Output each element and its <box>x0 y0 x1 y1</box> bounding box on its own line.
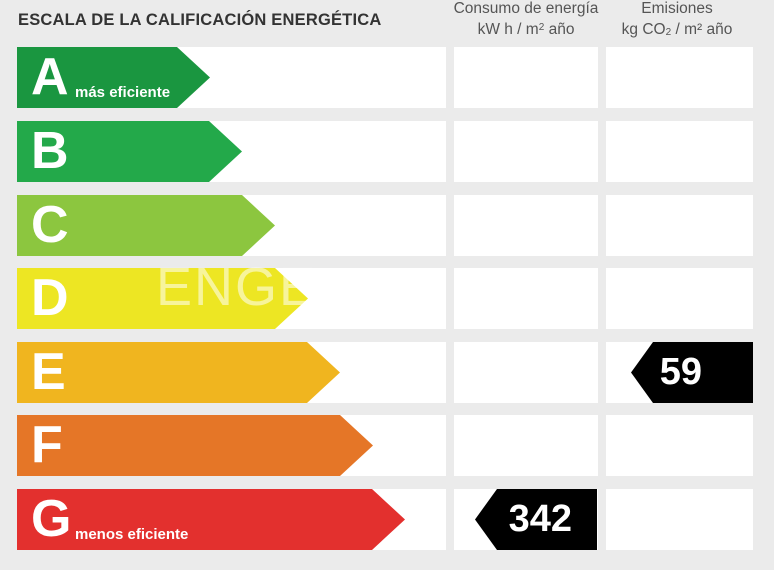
emissions-column-header: Emisiones kg CO2 / m² año <box>604 0 750 40</box>
rating-row-c: C <box>0 195 774 256</box>
emissions-cell <box>606 47 753 108</box>
rating-letter: B <box>31 122 69 180</box>
rating-letter: G <box>31 490 72 548</box>
consumption-header-label: Consumo de energía <box>453 0 599 17</box>
rating-letter: C <box>31 196 69 254</box>
consumption-cell <box>454 121 598 182</box>
rating-arrow-c: C <box>17 195 275 256</box>
consumption-value-marker: 342 <box>475 489 597 550</box>
consumption-cell <box>454 415 598 476</box>
consumption-header-unit: kW h / m2 año <box>477 21 575 38</box>
emissions-value-marker: 59 <box>631 342 753 403</box>
rating-arrow-d: D <box>17 268 308 329</box>
consumption-cell <box>454 47 598 108</box>
rating-letter: A <box>31 48 69 106</box>
rating-row-d: D <box>0 268 774 329</box>
rating-letter: D <box>31 269 69 327</box>
scale-title: ESCALA DE LA CALIFICACIÓN ENERGÉTICA <box>18 11 382 29</box>
rating-sublabel: más eficiente <box>75 84 171 101</box>
rating-sublabel: menos eficiente <box>75 526 189 543</box>
consumption-cell <box>454 195 598 256</box>
emissions-cell <box>606 415 753 476</box>
watermark: ENGE <box>156 257 318 317</box>
emissions-cell <box>606 268 753 329</box>
emissions-header-unit: kg CO2 / m² año <box>621 21 733 38</box>
rating-letter: F <box>31 416 63 474</box>
emissions-header-label: Emisiones <box>641 0 713 17</box>
emissions-cell <box>606 195 753 256</box>
consumption-cell <box>454 268 598 329</box>
consumption-column-header: Consumo de energía kW h / m2 año <box>448 0 604 40</box>
rating-arrow-b: B <box>17 121 242 182</box>
rating-letter: E <box>31 343 66 401</box>
rating-arrow-f: F <box>17 415 373 476</box>
emissions-cell <box>606 489 753 550</box>
emissions-cell <box>606 121 753 182</box>
rating-arrow-e: E <box>17 342 340 403</box>
consumption-cell <box>454 342 598 403</box>
rating-row-b: B <box>0 121 774 182</box>
rating-row-f: F <box>0 415 774 476</box>
rating-row-e: E 59 <box>0 342 774 403</box>
